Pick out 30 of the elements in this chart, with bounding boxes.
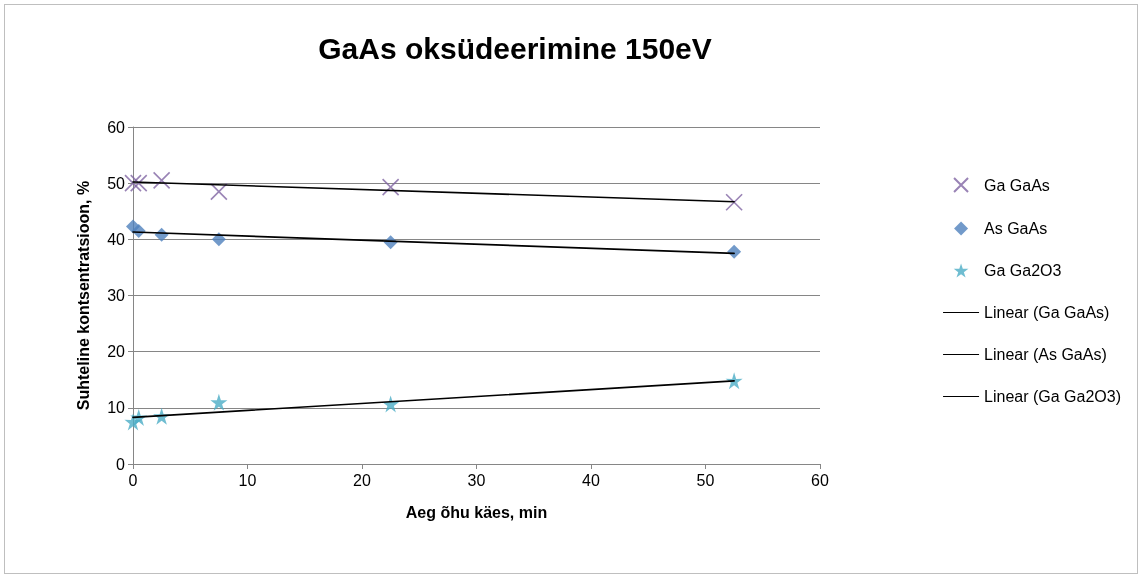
legend-label: Ga GaAs [984, 176, 1050, 194]
point [381, 178, 400, 196]
x-tick-label: 40 [582, 471, 600, 489]
point [210, 182, 228, 201]
legend-label: Ga Ga2O3 [984, 262, 1062, 279]
y-tick-label: 10 [107, 399, 126, 417]
x-tick-label: 50 [696, 471, 715, 489]
x-tick-label: 30 [467, 471, 486, 489]
x-tick-label: 60 [811, 471, 829, 489]
point [725, 193, 743, 212]
y-tick-label: 0 [116, 455, 126, 473]
point [210, 393, 228, 411]
legend-label: As GaAs [984, 220, 1048, 237]
y-tick-label: 40 [107, 230, 126, 248]
y-axis-title: Suhteline kontsentratsioon, % [74, 180, 92, 411]
x-tick-label: 10 [238, 471, 257, 489]
legend-label: Linear (Ga Ga2O3) [984, 388, 1121, 405]
y-tick-label: 50 [107, 174, 126, 192]
y-tick-label: 60 [107, 118, 126, 136]
chart-title: GaAs oksüdeerimine 150eV [318, 31, 712, 65]
y-tick-label: 20 [107, 343, 126, 361]
legend-label: Linear (Ga GaAs) [984, 304, 1110, 321]
y-tick-label: 30 [107, 287, 126, 304]
legend-label: Linear (As GaAs) [984, 346, 1107, 363]
x-axis-title: Aeg õhu käes, min [405, 503, 548, 521]
point [129, 174, 148, 192]
x-tick-label: 0 [128, 471, 138, 489]
point [124, 174, 142, 192]
point [152, 171, 171, 190]
x-tick-label: 20 [353, 471, 371, 489]
